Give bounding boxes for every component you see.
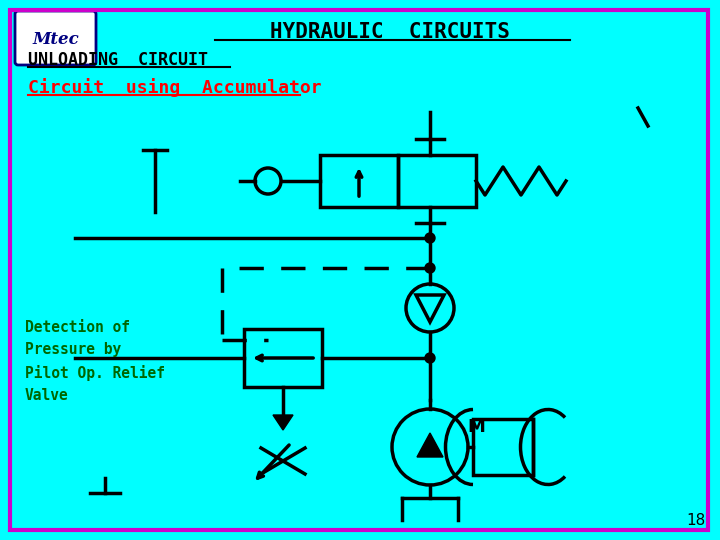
Circle shape — [425, 233, 435, 243]
Text: HYDRAULIC  CIRCUITS: HYDRAULIC CIRCUITS — [270, 22, 510, 42]
Circle shape — [425, 263, 435, 273]
Bar — [244, 329, 322, 387]
Text: 18: 18 — [687, 513, 706, 528]
Text: Detection of
Pressure by
Pilot Op. Relief
Valve: Detection of Pressure by Pilot Op. Relie… — [25, 320, 165, 403]
FancyBboxPatch shape — [15, 11, 96, 65]
Text: UNLOADING  CIRCUIT: UNLOADING CIRCUIT — [28, 51, 208, 69]
Text: Mtec: Mtec — [32, 31, 79, 49]
Bar — [398, 155, 476, 207]
Text: Circuit  using  Accumulator: Circuit using Accumulator — [28, 78, 322, 98]
Polygon shape — [273, 415, 293, 430]
Bar — [473, 419, 533, 475]
Text: M: M — [467, 418, 485, 436]
Polygon shape — [417, 433, 443, 457]
Circle shape — [425, 353, 435, 363]
Bar — [320, 155, 398, 207]
